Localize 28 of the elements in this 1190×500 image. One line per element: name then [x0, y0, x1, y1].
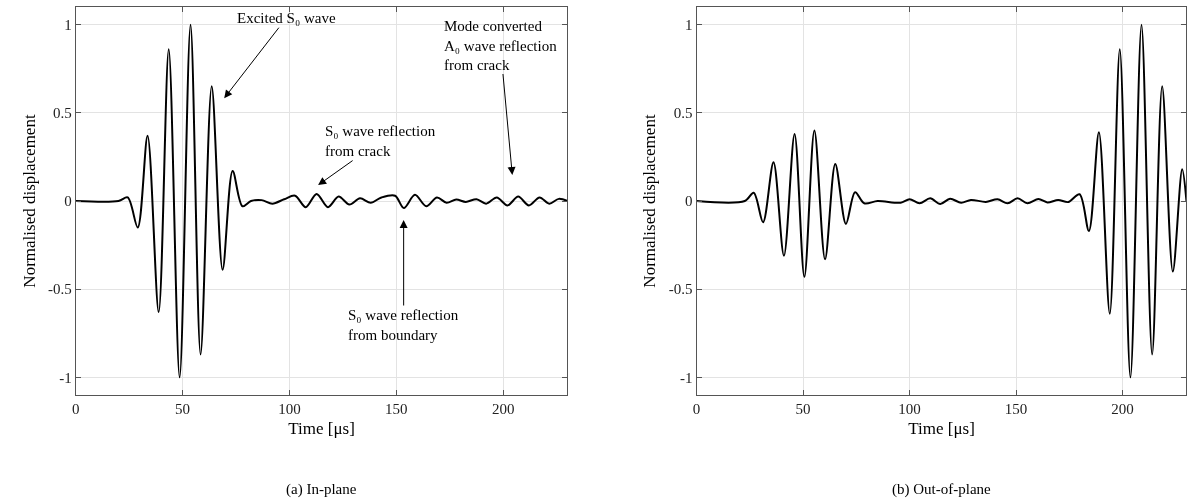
- x-tick-label: 50: [795, 401, 811, 417]
- x-axis-title: Time [μs]: [288, 419, 355, 439]
- y-tick-label: -0.5: [668, 281, 693, 298]
- y-tick-label: 1: [685, 16, 693, 33]
- x-tick-label: 50: [175, 401, 191, 417]
- x-tick-label: 150: [1004, 401, 1028, 417]
- y-tick-label: 0.5: [673, 105, 693, 122]
- y-axis-title: Normalised displacement: [19, 114, 39, 288]
- x-tick-label: 100: [278, 401, 301, 417]
- x-tick-label: 150: [385, 401, 408, 417]
- annotation: S₀ wave reflection from crack: [325, 123, 436, 159]
- text: (a) In-plane: [286, 481, 357, 498]
- y-tick-label: -1: [59, 369, 72, 386]
- text: (b) Out-of-plane: [892, 481, 992, 498]
- annotation: Mode converted A₀ wave reflection from crack: [444, 18, 558, 73]
- y-tick-label: -1: [680, 369, 693, 386]
- x-axis-title: Time [μs]: [908, 419, 975, 439]
- y-tick-label: 0: [685, 193, 693, 210]
- x-tick-label: 200: [1111, 401, 1134, 417]
- y-tick-label: 1: [64, 16, 72, 33]
- annotation: Excited S₀ wave: [237, 10, 336, 26]
- x-tick-label: 200: [491, 401, 515, 417]
- y-tick-label: 0: [64, 193, 72, 210]
- annotation: S₀ wave reflection from boundary: [348, 307, 459, 343]
- y-tick-label: -0.5: [48, 281, 72, 298]
- y-axis-title: Normalised displacement: [640, 114, 660, 288]
- x-tick-label: 100: [898, 401, 921, 417]
- y-tick-label: 0.5: [53, 105, 72, 122]
